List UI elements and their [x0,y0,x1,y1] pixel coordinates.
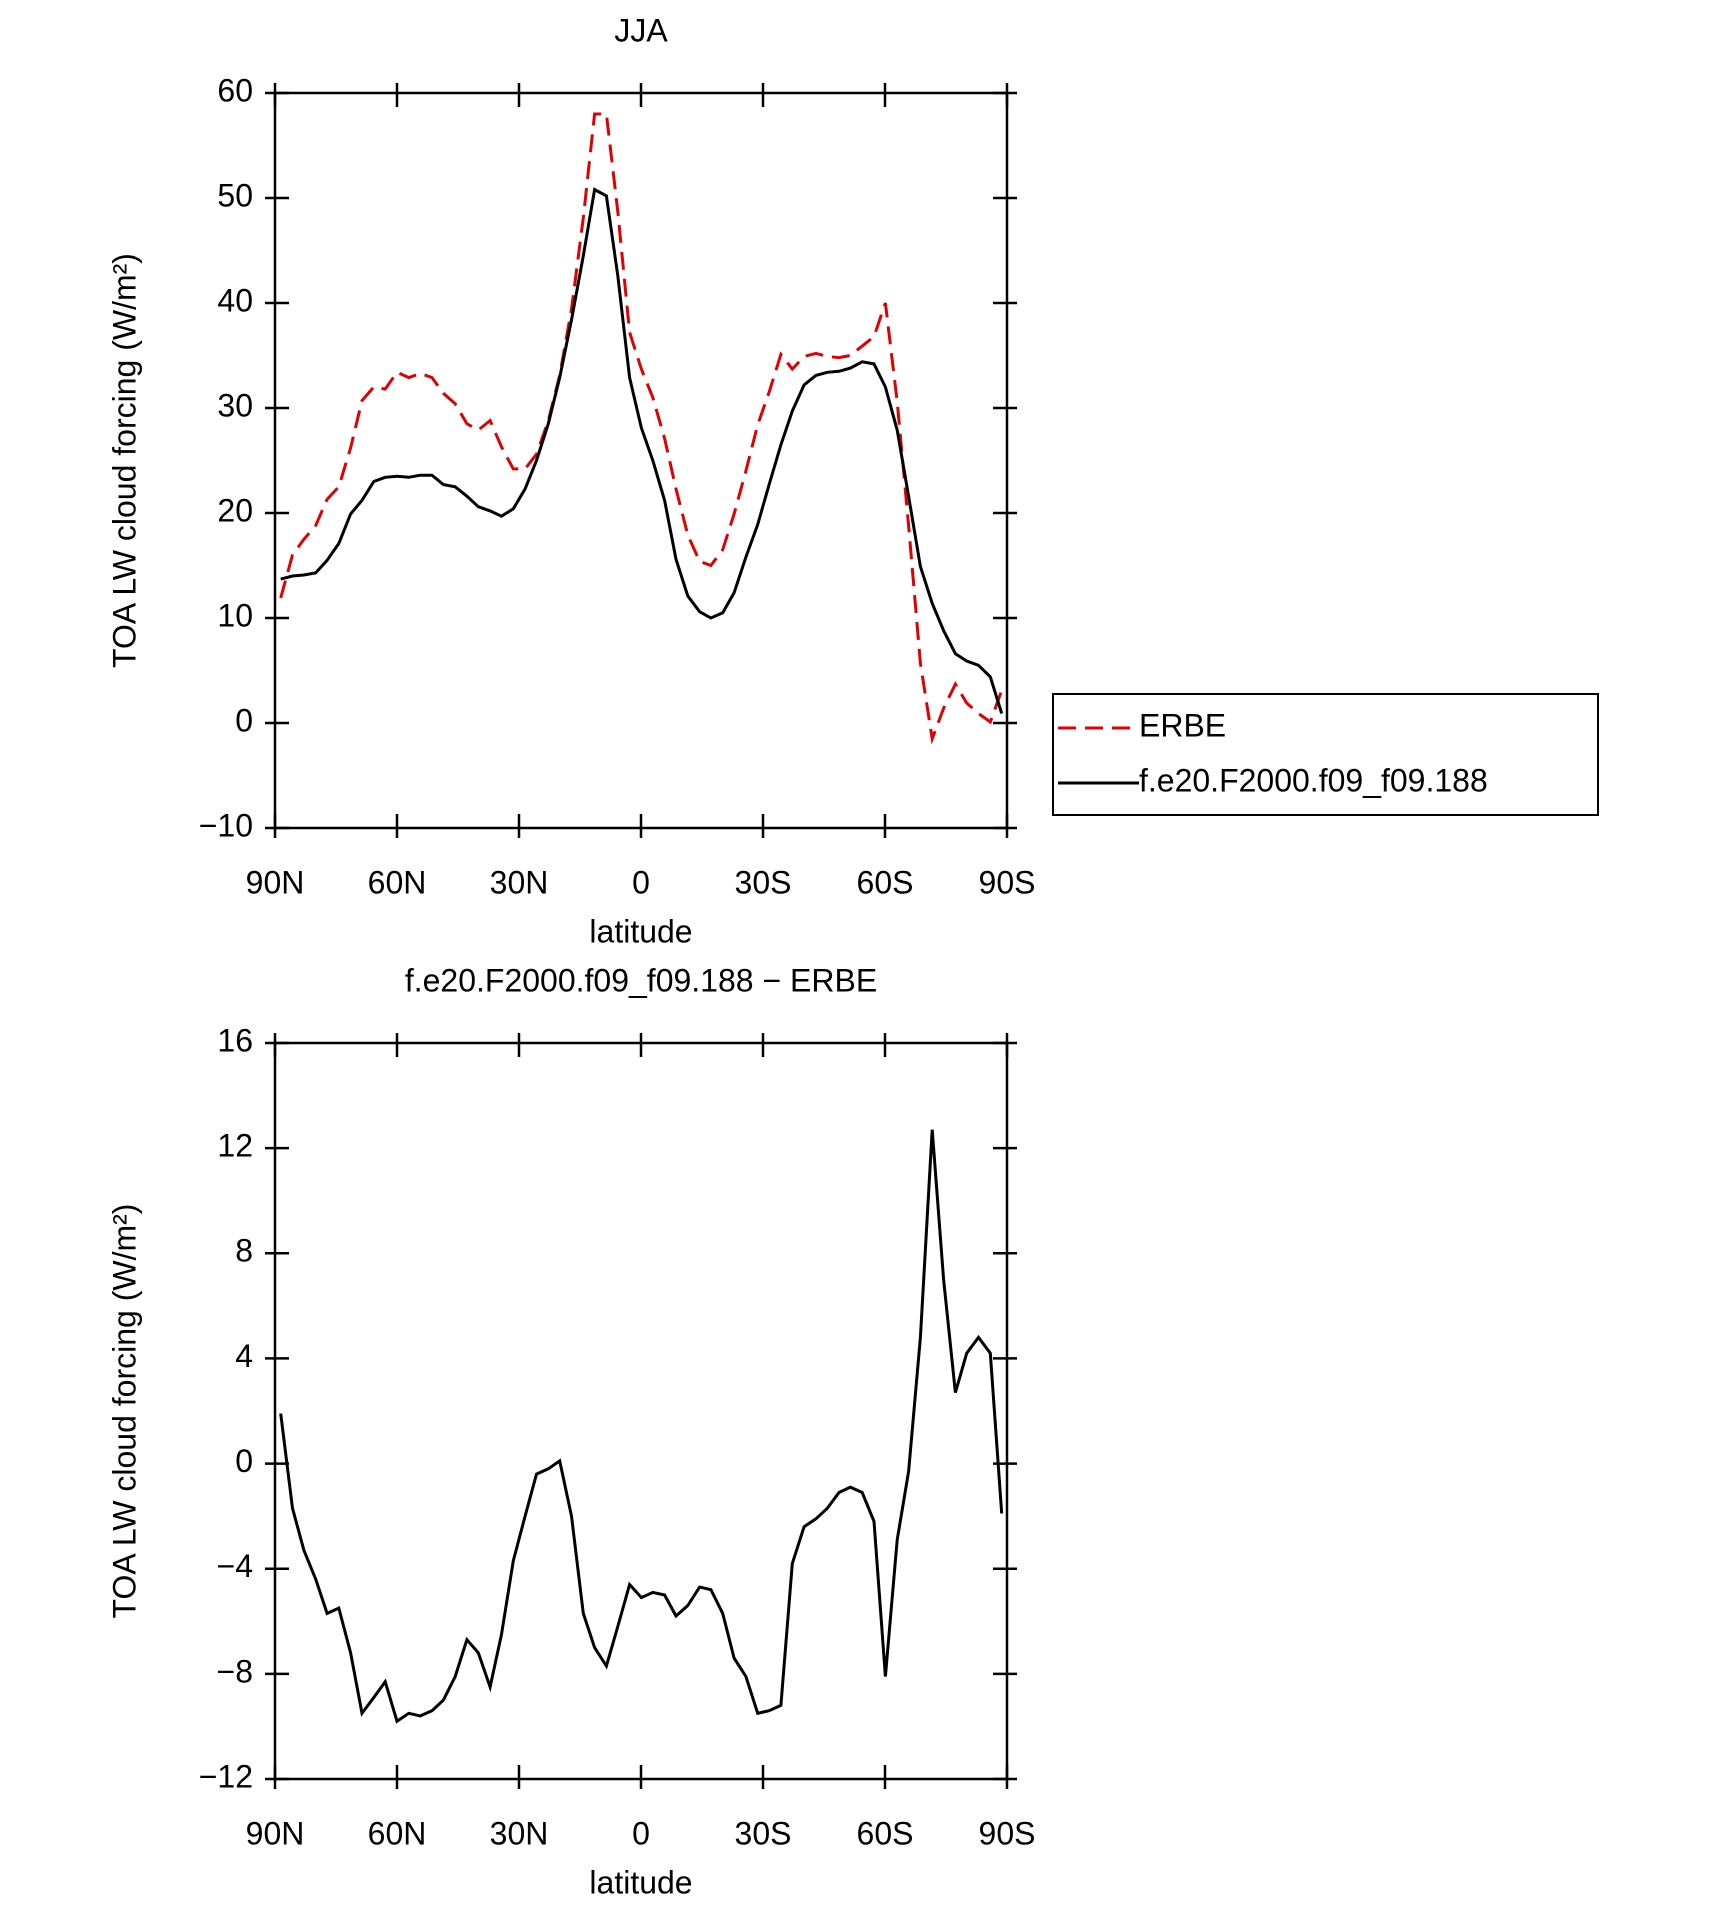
y-axis-label: TOA LW cloud forcing (W/m²) [106,253,142,668]
x-tick-label: 60S [857,864,914,900]
x-tick-label: 0 [632,864,650,900]
x-tick-label: 30S [735,1815,792,1851]
plot-frame [273,91,1009,830]
x-tick-label: 30N [490,1815,549,1851]
y-tick-label: −10 [199,807,253,843]
legend-label: f.e20.F2000.f09_f09.188 [1139,762,1488,798]
y-tick-label: 60 [217,72,253,108]
y-tick-label: −12 [199,1758,253,1794]
x-tick-label: 90S [979,864,1036,900]
x-tick-label: 0 [632,1815,650,1851]
y-tick-label: 12 [217,1128,253,1164]
x-tick-label: 60N [368,1815,427,1851]
data-line [279,112,1004,745]
y-tick-label: −8 [217,1653,253,1689]
legend-label: ERBE [1139,707,1226,743]
y-tick-label: 16 [217,1022,253,1058]
y-tick-label: 20 [217,492,253,528]
y-tick-label: 50 [217,177,253,213]
x-tick-label: 90N [246,864,305,900]
x-tick-label: 60N [368,864,427,900]
data-line [280,187,1004,714]
x-tick-label: 60S [857,1815,914,1851]
chart-title: f.e20.F2000.f09_f09.188 − ERBE [405,962,877,998]
x-tick-label: 90N [246,1815,305,1851]
y-tick-label: 10 [217,597,253,633]
y-tick-label: 40 [217,282,253,318]
plot-frame [273,1041,1009,1781]
y-tick-label: −4 [217,1548,253,1584]
chart-title: JJA [614,12,668,48]
y-tick-label: 0 [235,1443,253,1479]
y-tick-label: 8 [235,1233,253,1269]
x-tick-label: 30N [490,864,549,900]
y-tick-label: 30 [217,387,253,423]
y-axis-label: TOA LW cloud forcing (W/m²) [106,1204,142,1619]
data-line [279,1129,1004,1724]
x-tick-label: 90S [979,1815,1036,1851]
y-tick-label: 0 [235,702,253,738]
x-tick-label: 30S [735,864,792,900]
x-axis-label: latitude [589,913,692,949]
legend-box [1052,693,1599,816]
x-axis-label: latitude [589,1864,692,1900]
y-tick-label: 4 [235,1338,253,1374]
